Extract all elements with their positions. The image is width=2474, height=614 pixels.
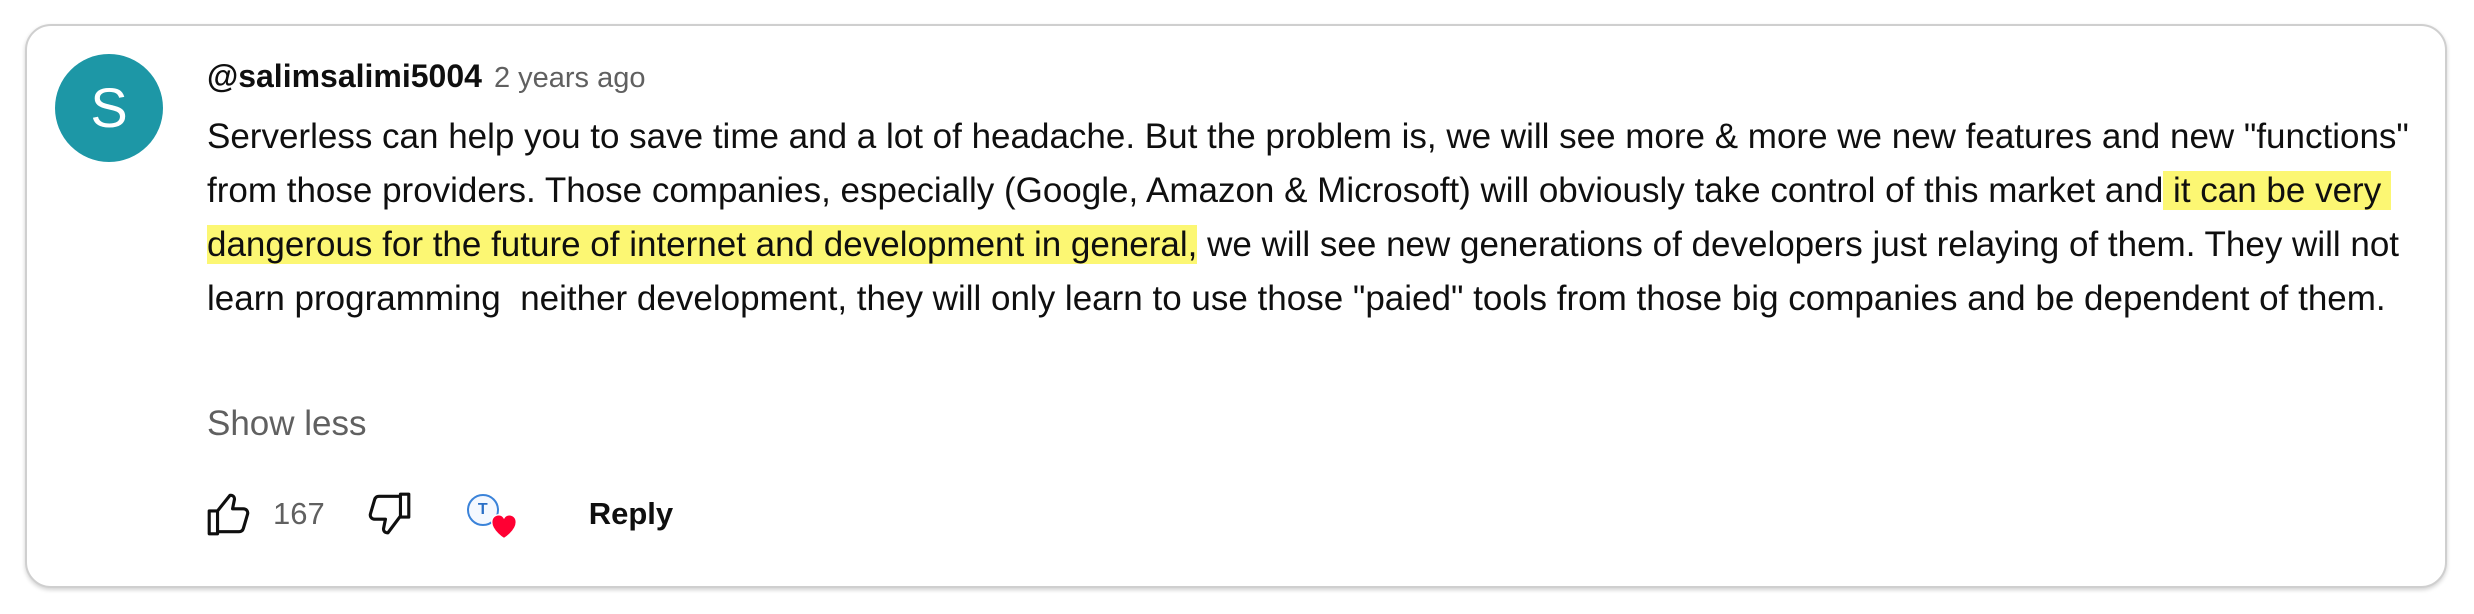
show-less-button[interactable]: Show less [207,404,367,443]
dislike-button[interactable] [359,484,419,544]
comment-text-end: we will see new generations of developer… [207,225,2409,318]
comment-actions: 167 T Reply [199,484,673,544]
comment-text-start: Serverless can help you to save time and… [207,117,2419,210]
creator-initial: T [477,501,488,518]
comment-text: Serverless can help you to save time and… [207,110,2427,326]
reply-button[interactable]: Reply [588,496,674,531]
author-name[interactable]: @salimsalimi5004 [207,58,482,94]
thumb-down-icon [368,492,411,535]
avatar[interactable]: S [55,54,163,162]
heart-icon [490,514,517,540]
like-count: 167 [273,496,325,531]
timestamp[interactable]: 2 years ago [493,62,646,94]
avatar-letter: S [90,76,128,139]
comment-card: S @salimsalimi5004 2 years ago Serverles… [25,24,2447,588]
like-button[interactable] [199,484,259,544]
comment-header: @salimsalimi5004 2 years ago [207,58,645,95]
creator-heart-badge[interactable]: T [463,484,527,544]
thumb-up-icon [207,493,250,536]
